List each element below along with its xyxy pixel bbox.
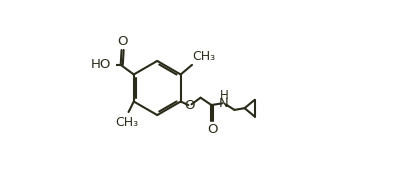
Text: O: O	[184, 99, 195, 112]
Text: O: O	[207, 123, 218, 136]
Text: O: O	[117, 35, 128, 48]
Text: CH₃: CH₃	[193, 51, 215, 64]
Text: CH₃: CH₃	[115, 115, 138, 128]
Text: H: H	[220, 89, 228, 102]
Text: N: N	[219, 97, 229, 110]
Text: HO: HO	[90, 58, 111, 71]
